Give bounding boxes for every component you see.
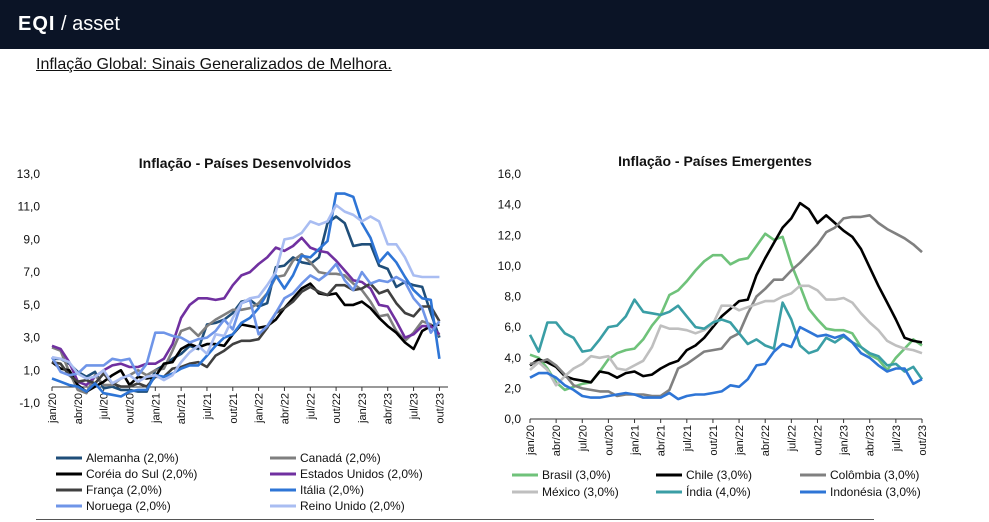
brand-logo: EQI / asset <box>18 13 120 36</box>
series-line <box>51 282 441 388</box>
page-headline: Inflação Global: Sinais Generalizados de… <box>36 56 392 73</box>
y-tick-label: 4,0 <box>504 351 521 365</box>
x-tick-label: jan/22 <box>254 393 266 424</box>
legend-label: Reino Unido (2,0%) <box>300 499 405 513</box>
y-tick-label: 13,0 <box>17 167 41 181</box>
x-tick-label: jul/20 <box>99 393 111 420</box>
legend-label: Brasil (3,0%) <box>542 468 611 482</box>
y-tick-label: 11,0 <box>18 200 41 214</box>
brand-name: EQI <box>18 13 56 35</box>
y-tick-label: 10,0 <box>498 259 522 273</box>
brand-suffix: asset <box>72 13 120 35</box>
legend-label: Noruega (2,0%) <box>86 499 171 513</box>
x-tick-label: out/20 <box>124 393 136 424</box>
top-bar: EQI / asset <box>0 0 989 49</box>
series-line <box>529 214 923 398</box>
legend-label: Estados Unidos (2,0%) <box>300 467 423 481</box>
x-tick-label: abr/23 <box>865 425 877 456</box>
x-tick-label: jan/21 <box>150 393 162 424</box>
x-tick-label: out/21 <box>228 393 240 424</box>
x-tick-label: abr/20 <box>73 393 85 424</box>
x-tick-label: out/20 <box>603 425 615 456</box>
x-tick-label: out/23 <box>434 393 446 424</box>
legend-label: Índia (4,0%) <box>686 484 751 499</box>
x-tick-label: jan/21 <box>630 425 642 456</box>
y-tick-label: 12,0 <box>498 228 522 242</box>
x-tick-label: out/23 <box>917 425 929 456</box>
x-tick-label: abr/22 <box>760 425 772 456</box>
x-tick-label: jul/21 <box>202 393 214 420</box>
legend-label: Alemanha (2,0%) <box>86 451 179 465</box>
x-tick-label: abr/23 <box>383 393 395 424</box>
x-tick-label: jan/23 <box>357 393 369 424</box>
legend-label: Itália (2,0%) <box>300 483 364 497</box>
x-tick-label: jul/20 <box>577 425 589 452</box>
x-tick-label: jan/20 <box>47 393 59 424</box>
legend-label: Colômbia (3,0%) <box>830 468 919 482</box>
x-tick-label: jul/22 <box>786 425 798 452</box>
x-tick-label: abr/20 <box>551 425 563 456</box>
x-tick-label: abr/21 <box>176 393 188 424</box>
legend-label: Chile (3,0%) <box>686 468 752 482</box>
y-tick-label: 9,0 <box>23 232 40 246</box>
legend-label: França (2,0%) <box>86 483 162 497</box>
x-tick-label: jul/22 <box>305 393 317 420</box>
y-tick-label: 6,0 <box>504 320 521 334</box>
legend-label: Canadá (2,0%) <box>300 451 381 465</box>
brand-separator: / <box>61 13 67 35</box>
legend-label: México (3,0%) <box>542 485 619 499</box>
y-tick-label: 0,0 <box>504 412 521 426</box>
y-tick-label: -1,0 <box>19 396 40 410</box>
y-tick-label: 3,0 <box>23 331 40 345</box>
x-tick-label: out/22 <box>812 425 824 456</box>
series-line <box>528 298 924 380</box>
x-tick-label: jul/23 <box>409 393 421 420</box>
y-tick-label: 8,0 <box>504 290 521 304</box>
x-tick-label: jan/22 <box>734 425 746 456</box>
y-tick-label: 2,0 <box>504 381 521 395</box>
chart-title: Inflação - Países Emergentes <box>618 153 812 169</box>
y-tick-label: 5,0 <box>23 298 40 312</box>
y-tick-label: 14,0 <box>498 198 522 212</box>
series-line <box>51 236 441 387</box>
x-tick-label: out/21 <box>708 425 720 456</box>
series-line <box>529 325 923 401</box>
bottom-divider <box>36 519 874 520</box>
legend-label: Indonésia (3,0%) <box>830 485 921 499</box>
x-tick-label: abr/21 <box>656 425 668 456</box>
y-tick-label: 7,0 <box>23 265 40 279</box>
y-tick-label: 1,0 <box>23 363 40 377</box>
y-tick-label: 16,0 <box>498 167 522 181</box>
chart-title: Inflação - Países Desenvolvidos <box>139 155 352 171</box>
series-line <box>51 192 441 398</box>
series-line <box>529 284 923 387</box>
x-tick-label: jul/23 <box>891 425 903 452</box>
x-tick-label: jan/20 <box>525 425 537 456</box>
x-tick-label: abr/22 <box>279 393 291 424</box>
x-tick-label: out/22 <box>331 393 343 424</box>
series-line <box>51 282 440 393</box>
legend-label: Coréia do Sul (2,0%) <box>86 467 197 481</box>
x-tick-label: jan/23 <box>839 425 851 456</box>
x-tick-label: jul/21 <box>682 425 694 452</box>
series-line <box>529 201 923 384</box>
series-line <box>51 203 440 385</box>
